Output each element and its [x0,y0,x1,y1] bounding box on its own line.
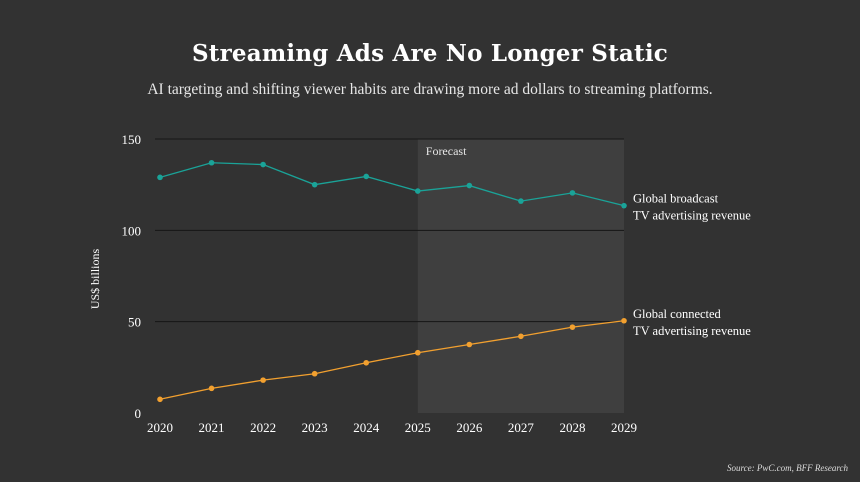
data-point [157,174,163,181]
series-line [159,320,625,400]
chart-title: Streaming Ads Are No Longer Static [191,40,668,67]
x-tick-label: 2024 [353,420,380,435]
series-group: Global broadcast TV advertising revenue Gl… [157,159,751,403]
data-point [621,317,627,324]
gridlines [155,138,624,323]
data-point [621,202,627,209]
y-axis-ticks: 0 50 100 150 [122,132,142,421]
data-point [414,349,421,356]
data-point [569,324,576,330]
y-tick-label: 50 [128,315,141,330]
source-note: Source: PwC.com, BFF Research [726,463,848,473]
data-point [260,377,266,383]
x-axis-ticks: 2020 2021 2022 2023 2024 2025 2026 2027 2028 2029 [147,420,637,435]
data-point [311,370,318,377]
data-point [260,161,266,168]
data-point [157,396,163,403]
y-tick-label: 150 [122,132,142,147]
data-point [518,333,524,340]
x-tick-label: 2028 [559,420,585,435]
x-tick-label: 2027 [508,420,535,435]
y-tick-label: 100 [122,223,142,238]
data-point [569,190,576,196]
data-point [414,188,421,194]
forecast-label: Forecast [426,144,467,158]
series-2: Global connected TV advertising revenue [157,307,751,403]
forecast-band [417,139,624,413]
series-line [159,162,625,207]
x-tick-label: 2025 [405,420,431,435]
series-1: Global broadcast TV advertising revenue [157,159,751,223]
x-tick-label: 2026 [456,420,483,435]
data-point [466,182,473,189]
series-label: Global broadcast TV advertising revenue [633,192,751,223]
series-label: Global connected TV advertising revenue [633,307,751,338]
x-tick-label: 2020 [147,420,173,435]
data-point [363,173,370,180]
x-tick-label: 2022 [250,420,276,435]
y-axis-label: US$ billions [88,249,102,310]
data-point [208,159,215,166]
x-tick-label: 2023 [302,420,328,435]
data-point [466,341,473,348]
data-point [363,359,370,366]
data-point [208,385,215,392]
x-tick-label: 2021 [199,420,225,435]
data-point [311,181,318,188]
data-point [518,198,524,204]
x-tick-label: 2029 [611,420,637,435]
y-tick-label: 0 [135,406,142,421]
chart-subtitle: AI targeting and shifting viewer habits … [147,81,713,98]
